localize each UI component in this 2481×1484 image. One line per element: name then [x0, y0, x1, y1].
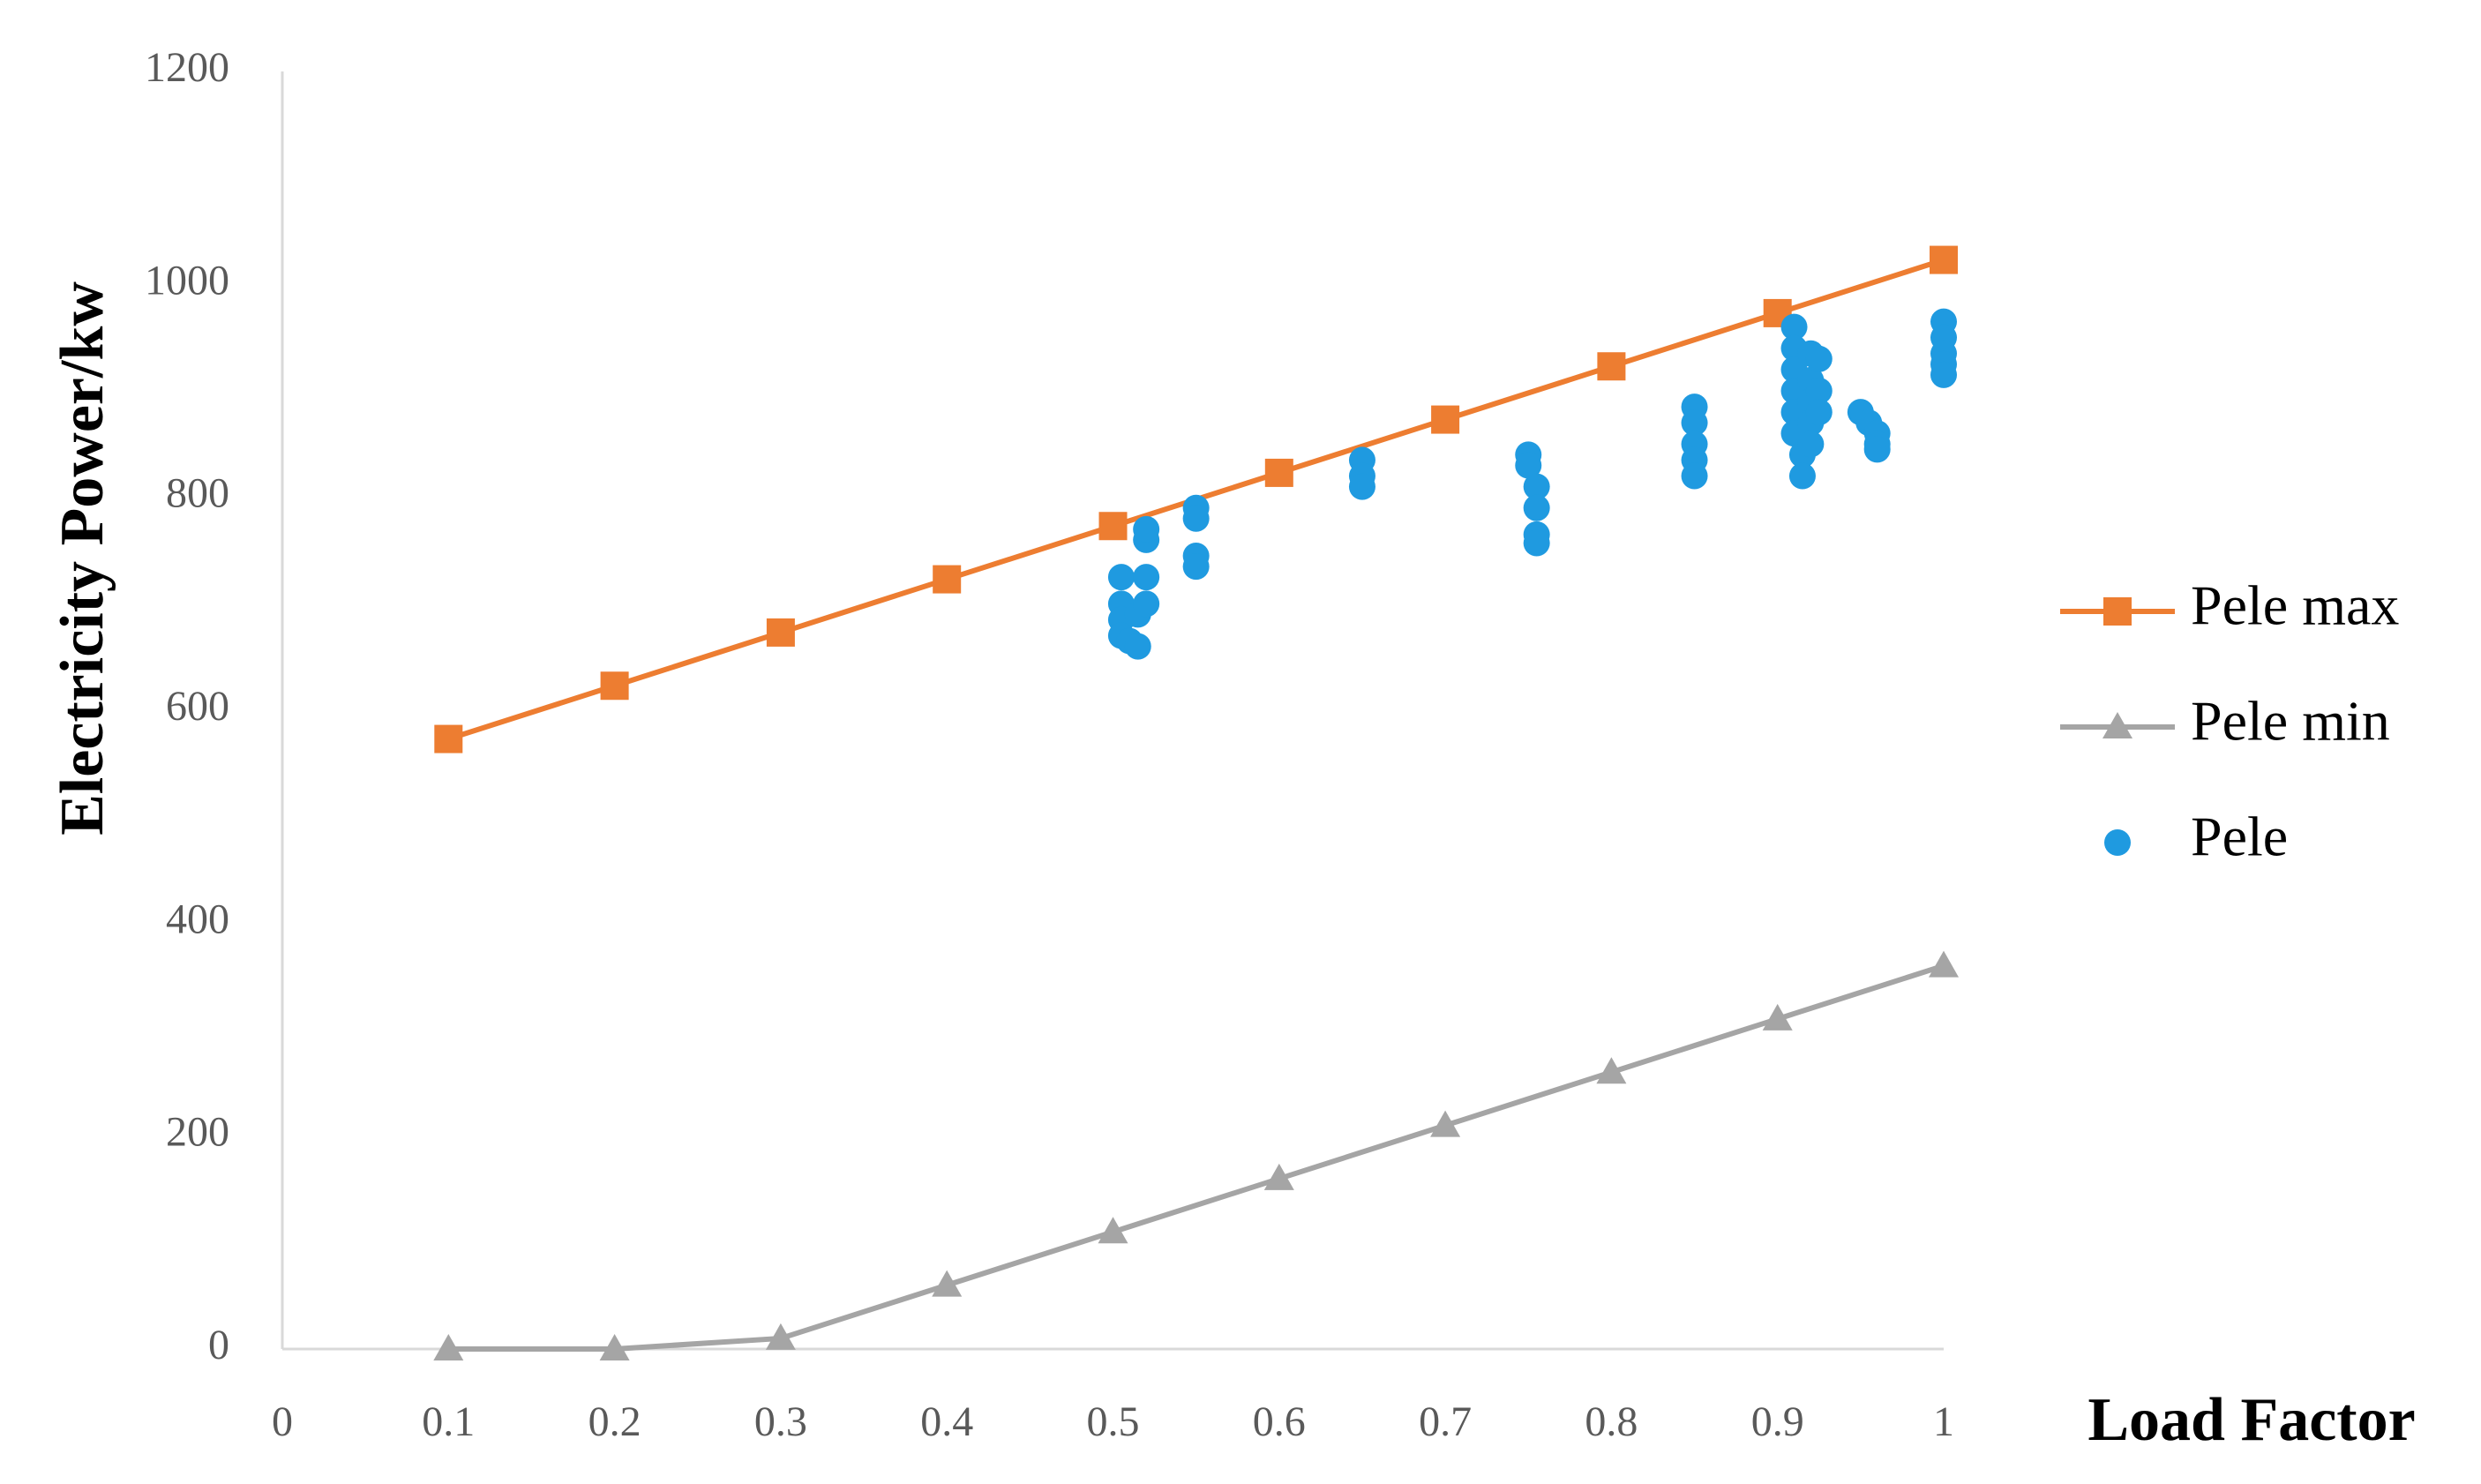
- data-point: [1263, 1163, 1294, 1190]
- data-point: [1124, 633, 1151, 660]
- data-point: [765, 1323, 796, 1350]
- legend-marker: [2103, 597, 2132, 626]
- y-tick-label: 400: [166, 896, 229, 942]
- data-point: [932, 1270, 963, 1297]
- y-tick-label: 200: [166, 1109, 229, 1156]
- data-point: [1681, 409, 1708, 437]
- data-point: [599, 1334, 630, 1360]
- legend-marker: [2104, 829, 2131, 856]
- y-tick-label: 0: [208, 1322, 229, 1368]
- data-point: [1762, 1003, 1793, 1031]
- data-point: [1681, 462, 1708, 490]
- data-point: [1264, 458, 1293, 487]
- data-point: [1515, 452, 1542, 479]
- x-tick-label: 1: [1933, 1398, 1954, 1445]
- data-point: [1805, 378, 1833, 404]
- series-line: [448, 963, 1945, 1352]
- data-point: [1805, 399, 1833, 426]
- data-point: [1597, 352, 1626, 381]
- data-point: [1133, 515, 1160, 543]
- data-point: [1523, 473, 1550, 500]
- legend-label: Pele max: [2191, 574, 2399, 637]
- data-point: [1930, 245, 1958, 274]
- y-axis-title: Electricity Power/kw: [49, 281, 116, 836]
- data-point: [1098, 512, 1128, 541]
- x-tick-label: 0: [272, 1398, 293, 1445]
- data-point: [1930, 361, 1957, 388]
- data-point: [600, 671, 629, 701]
- data-point: [1523, 529, 1550, 557]
- x-tick-label: 0.3: [754, 1398, 807, 1445]
- legend-label: Pele min: [2191, 690, 2390, 753]
- y-tick-label: 1000: [145, 257, 229, 304]
- x-tick-label: 0.4: [920, 1398, 973, 1445]
- data-point: [1805, 345, 1833, 372]
- legend-label: Pele: [2191, 806, 2288, 868]
- data-point: [1133, 590, 1160, 618]
- x-tick-label: 0.5: [1087, 1398, 1140, 1445]
- data-point: [933, 565, 962, 594]
- data-point: [766, 618, 795, 647]
- y-tick-label: 1200: [145, 44, 229, 91]
- x-tick-label: 0.6: [1253, 1398, 1306, 1445]
- x-axis-title: Load Factor: [2087, 1386, 2415, 1454]
- data-point: [434, 724, 463, 753]
- x-tick-label: 0.2: [588, 1398, 641, 1445]
- y-tick-label: 800: [166, 470, 229, 517]
- data-point: [1430, 1110, 1461, 1137]
- data-point: [1596, 1057, 1627, 1084]
- data-point: [433, 1334, 464, 1360]
- data-point: [1133, 564, 1160, 591]
- y-tick-label: 600: [166, 683, 229, 730]
- x-tick-label: 0.7: [1419, 1398, 1472, 1445]
- legend-marker: [2102, 712, 2132, 738]
- data-point: [1788, 462, 1816, 490]
- data-point: [1797, 431, 1825, 458]
- x-tick-label: 0.1: [422, 1398, 475, 1445]
- data-point: [1431, 405, 1460, 434]
- data-point: [1780, 313, 1808, 341]
- data-point: [1523, 494, 1550, 521]
- data-point: [1182, 505, 1210, 532]
- data-point: [1348, 473, 1375, 500]
- data-point: [1107, 564, 1135, 591]
- x-tick-label: 0.8: [1585, 1398, 1638, 1445]
- data-point: [1182, 553, 1210, 581]
- data-point: [1863, 436, 1891, 463]
- x-tick-label: 0.9: [1751, 1398, 1804, 1445]
- data-point: [1098, 1217, 1128, 1244]
- data-point: [1929, 950, 1959, 978]
